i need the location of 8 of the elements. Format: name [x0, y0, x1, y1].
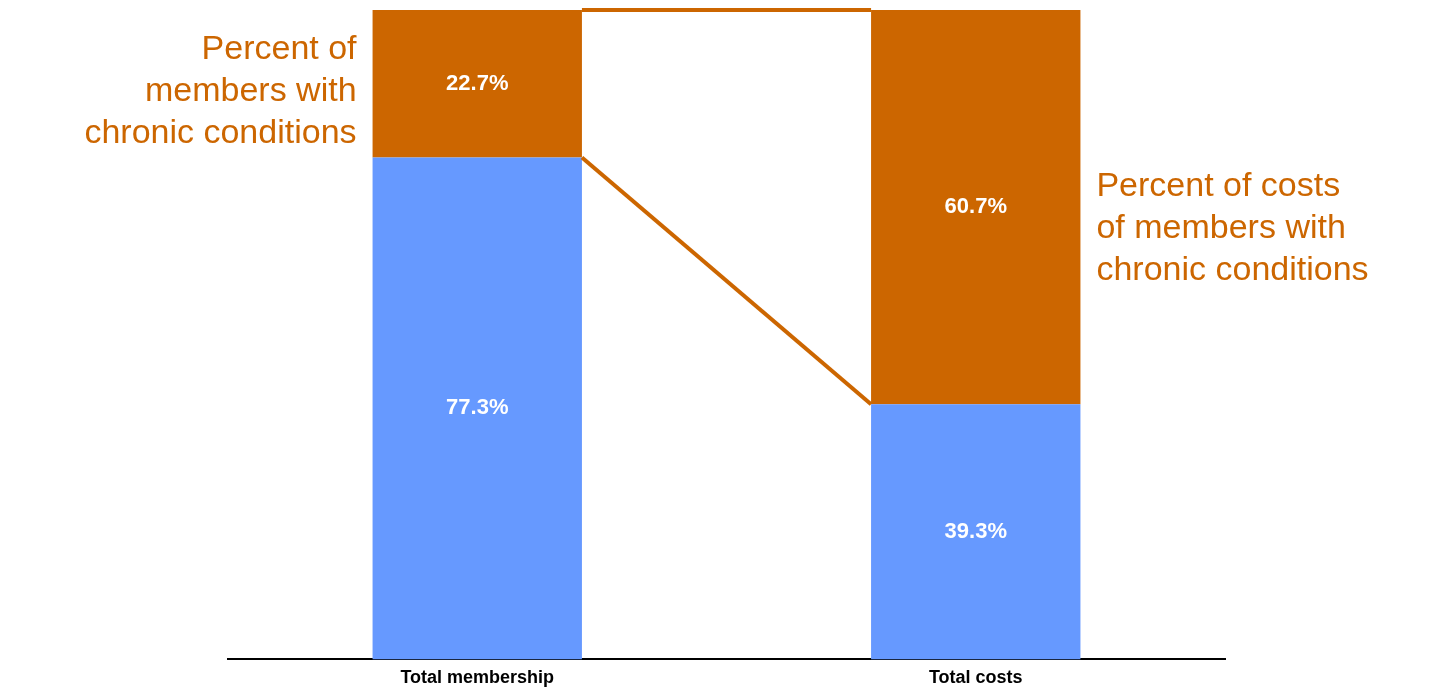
x-tick-label: Total costs [928, 667, 1023, 688]
annotation: Percent of members with chronic conditions [84, 28, 358, 151]
x-tick-label: Total membership [400, 667, 555, 688]
data-label: 39.3% [944, 517, 1007, 543]
data-label: 60.7% [944, 193, 1007, 219]
data-label: 77.3% [446, 394, 509, 420]
data-label: 22.7% [446, 69, 509, 95]
annotation: Percent of costs of members with chronic conditions [1096, 165, 1369, 288]
